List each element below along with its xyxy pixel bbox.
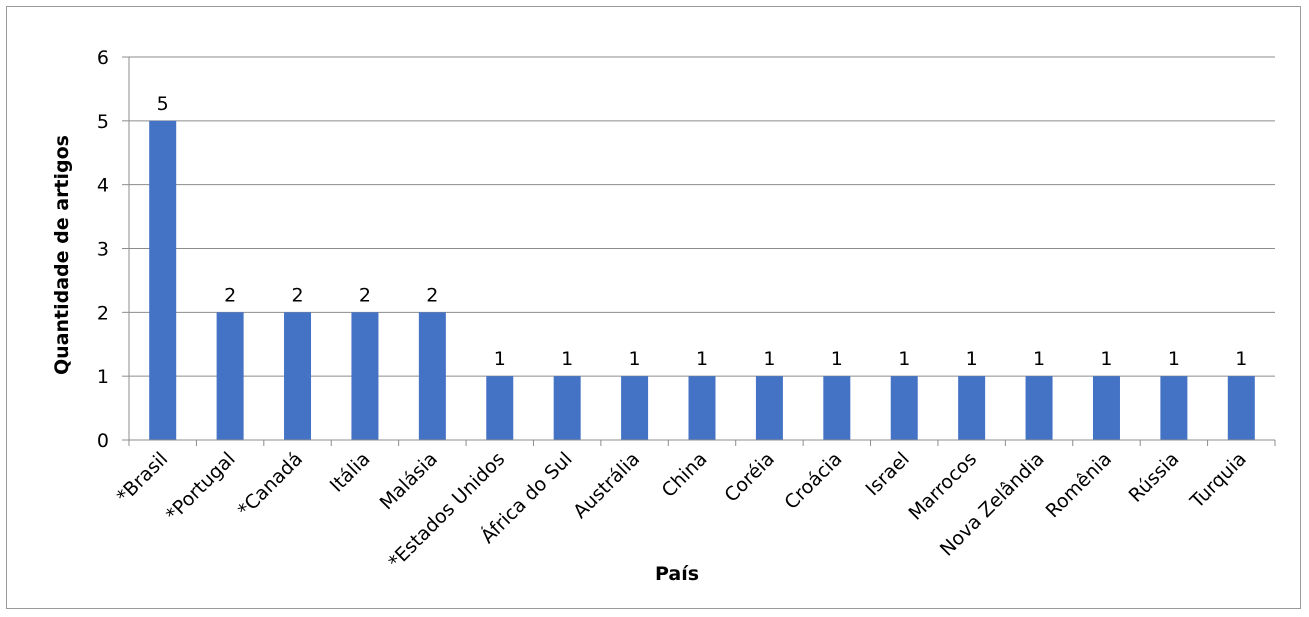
x-tick-label: *Canadá <box>234 448 307 521</box>
data-labels: 5 2 2 2 2 1 1 1 1 1 1 1 1 1 1 1 1 <box>157 93 1248 370</box>
bar <box>1025 376 1053 440</box>
data-label: 1 <box>629 348 641 370</box>
bar <box>553 376 581 440</box>
bar <box>149 120 177 440</box>
x-tick-label: Turquia <box>1186 448 1251 513</box>
y-tick-labels: 0 1 2 3 4 5 6 <box>97 47 109 452</box>
x-tick-label: Romênia <box>1042 448 1116 522</box>
bar <box>1092 376 1120 440</box>
x-axis-title: País <box>655 563 699 585</box>
bar <box>890 376 918 440</box>
data-label: 1 <box>494 348 506 370</box>
x-tick-labels: *Brasil*Portugal*Canadá Itália Malásia*Est… <box>113 447 1251 573</box>
bar <box>284 312 312 440</box>
x-tick-label: Israel <box>861 448 913 500</box>
data-label: 1 <box>1235 348 1247 370</box>
bar <box>688 376 716 440</box>
bar <box>216 312 244 440</box>
data-label: 2 <box>359 284 371 306</box>
data-label: 5 <box>157 93 169 115</box>
y-tick-label: 3 <box>97 239 109 261</box>
data-label: 2 <box>224 284 236 306</box>
y-tick-label: 5 <box>97 111 109 133</box>
data-label: 1 <box>898 348 910 370</box>
x-tick-label: Croácia <box>780 448 846 514</box>
y-axis-title: Quantidade de artigos <box>51 135 73 375</box>
x-tick-label: China <box>658 448 712 502</box>
y-tick-label: 1 <box>97 366 109 388</box>
x-tick-label: Coréia <box>720 448 779 507</box>
x-tick-label: Austrália <box>569 448 644 523</box>
data-label: 1 <box>1100 348 1112 370</box>
data-label: 1 <box>763 348 775 370</box>
y-tick-label: 2 <box>97 302 109 324</box>
y-tick-label: 0 <box>97 430 109 452</box>
data-label: 2 <box>426 284 438 306</box>
bar <box>823 376 851 440</box>
x-tick-label: Itália <box>326 448 375 497</box>
x-tick-label: *Estados Unidos <box>384 448 509 573</box>
bar <box>351 312 379 440</box>
chart-frame <box>6 6 1301 609</box>
y-tick-label: 4 <box>97 175 109 197</box>
data-label: 2 <box>291 284 303 306</box>
bar <box>958 376 986 440</box>
bar <box>1227 376 1255 440</box>
bar <box>621 376 649 440</box>
x-tick-label: Malásia <box>376 448 442 514</box>
x-tick-label: *Portugal <box>162 448 240 526</box>
data-label: 1 <box>1033 348 1045 370</box>
bar <box>486 376 514 440</box>
data-label: 1 <box>831 348 843 370</box>
y-tick-label: 6 <box>97 47 109 69</box>
bar <box>418 312 446 440</box>
bars <box>149 120 1255 440</box>
x-tick-label: Rússia <box>1125 448 1184 507</box>
data-label: 1 <box>696 348 708 370</box>
bar <box>1160 376 1188 440</box>
data-label: 1 <box>966 348 978 370</box>
gridlines <box>122 56 1276 446</box>
data-label: 1 <box>561 348 573 370</box>
x-tick-label: *Brasil <box>113 448 173 508</box>
data-label: 1 <box>1168 348 1180 370</box>
bar <box>755 376 783 440</box>
